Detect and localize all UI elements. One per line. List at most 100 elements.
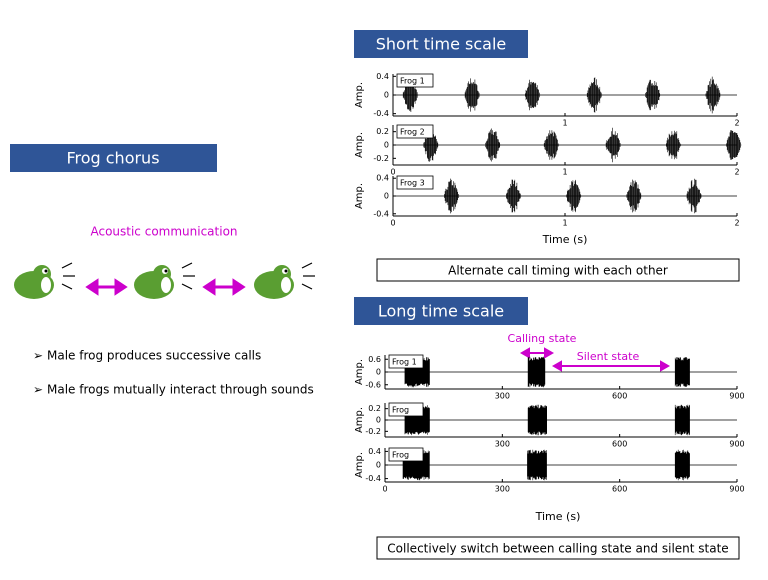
x-tick-label: 300 bbox=[495, 440, 510, 449]
call-waveform bbox=[686, 178, 702, 214]
call-waveform bbox=[464, 78, 481, 112]
x-tick-label: 600 bbox=[612, 485, 627, 494]
call-waveform bbox=[404, 404, 430, 436]
y-tick-label: -0.4 bbox=[365, 474, 381, 483]
y-tick-label: -0.4 bbox=[373, 209, 389, 218]
call-waveform bbox=[566, 179, 582, 213]
call-waveform bbox=[402, 78, 419, 112]
label-box bbox=[396, 175, 434, 190]
y-tick-label: 0 bbox=[384, 192, 389, 201]
section-title: Short time scale bbox=[376, 35, 506, 54]
x-tick-label: 1 bbox=[562, 119, 567, 128]
x-tick-label: 2 bbox=[734, 168, 739, 177]
arrows bbox=[85, 278, 246, 296]
label-box bbox=[396, 73, 434, 88]
x-tick-label: 2 bbox=[734, 219, 739, 228]
x-tick-label: 1 bbox=[562, 168, 567, 177]
call-waveform bbox=[586, 77, 603, 113]
y-label: Amp. bbox=[354, 452, 365, 478]
y-tick-label: 0.2 bbox=[376, 127, 389, 136]
title-box bbox=[354, 30, 528, 58]
annotation: Silent state bbox=[577, 350, 640, 363]
x-label: Time (s) bbox=[542, 233, 588, 246]
y-label: Amp. bbox=[354, 132, 365, 158]
x-tick-label: 0 bbox=[390, 168, 395, 177]
subtitle: Acoustic communication bbox=[90, 225, 237, 239]
call-waveform bbox=[506, 179, 522, 213]
y-tick-label: 0.2 bbox=[368, 404, 381, 413]
call-waveform bbox=[402, 449, 430, 481]
y-tick-label: 0 bbox=[376, 461, 381, 470]
panel-label: Frog 2 bbox=[400, 128, 425, 137]
caption: Collectively switch between calling stat… bbox=[387, 542, 728, 556]
y-tick-label: 0 bbox=[384, 91, 389, 100]
panel-label: Frog bbox=[392, 406, 409, 415]
x-tick-label: 0 bbox=[390, 219, 395, 228]
call-waveform bbox=[527, 404, 547, 436]
x-tick-label: 300 bbox=[495, 392, 510, 401]
panel-label: Frog 1 bbox=[400, 77, 425, 86]
call-waveform bbox=[605, 127, 622, 163]
sound-lines bbox=[61, 262, 315, 290]
y-tick-label: 0 bbox=[376, 368, 381, 377]
caption: Alternate call timing with each other bbox=[448, 264, 668, 278]
annotation-arrows bbox=[519, 347, 671, 372]
y-label: Amp. bbox=[354, 82, 365, 108]
call-waveform bbox=[444, 178, 460, 214]
call-waveform bbox=[485, 128, 501, 162]
call-waveform bbox=[674, 357, 690, 387]
x-tick-label: 900 bbox=[729, 392, 744, 401]
bullet: Male frogs mutually interact through sou… bbox=[47, 383, 314, 397]
title-box bbox=[10, 144, 217, 172]
call-waveform bbox=[543, 130, 560, 160]
label-box bbox=[396, 124, 434, 139]
bullet-mark: ➢ bbox=[33, 349, 43, 363]
call-waveform bbox=[527, 449, 547, 481]
caption-box bbox=[376, 536, 740, 560]
call-waveform bbox=[674, 449, 690, 481]
call-waveform bbox=[626, 179, 642, 213]
call-waveform bbox=[705, 76, 721, 114]
title: Frog chorus bbox=[66, 149, 159, 168]
y-tick-label: -0.6 bbox=[365, 380, 381, 389]
call-waveform bbox=[645, 79, 661, 111]
call-waveform bbox=[726, 130, 742, 160]
y-tick-label: 0 bbox=[376, 416, 381, 425]
title-box bbox=[354, 297, 528, 325]
y-label: Amp. bbox=[354, 359, 365, 385]
y-tick-label: -0.2 bbox=[365, 427, 381, 436]
x-tick-label: 1 bbox=[562, 219, 567, 228]
y-tick-label: -0.4 bbox=[373, 109, 389, 118]
y-tick-label: 0.4 bbox=[376, 72, 389, 81]
x-tick-label: 300 bbox=[495, 485, 510, 494]
panel-label: Frog 1 bbox=[392, 358, 417, 367]
frogs bbox=[14, 265, 294, 299]
panel-label: Frog bbox=[392, 451, 409, 460]
x-tick-label: 900 bbox=[729, 440, 744, 449]
x-tick-label: 600 bbox=[612, 440, 627, 449]
section-title: Long time scale bbox=[378, 302, 504, 321]
y-tick-label: 0.4 bbox=[376, 174, 389, 183]
y-label: Amp. bbox=[354, 183, 365, 209]
call-waveform bbox=[404, 356, 430, 388]
y-tick-label: 0 bbox=[384, 141, 389, 150]
x-tick-label: 900 bbox=[729, 485, 744, 494]
y-label: Amp. bbox=[354, 407, 365, 433]
panel-label: Frog 3 bbox=[400, 179, 425, 188]
call-waveform bbox=[423, 128, 439, 162]
bullet-mark: ➢ bbox=[33, 383, 43, 397]
x-tick-label: 2 bbox=[734, 119, 739, 128]
call-waveform bbox=[527, 356, 546, 388]
label-box bbox=[388, 402, 424, 417]
label-box bbox=[388, 447, 424, 462]
bullet: Male frog produces successive calls bbox=[47, 349, 261, 363]
call-waveform bbox=[525, 79, 541, 111]
x-tick-label: 600 bbox=[612, 392, 627, 401]
call-waveform bbox=[666, 130, 682, 160]
x-tick-label: 0 bbox=[382, 485, 387, 494]
x-label: Time (s) bbox=[535, 510, 581, 523]
label-box bbox=[388, 354, 424, 369]
y-tick-label: -0.2 bbox=[373, 154, 389, 163]
call-waveform bbox=[674, 404, 690, 436]
